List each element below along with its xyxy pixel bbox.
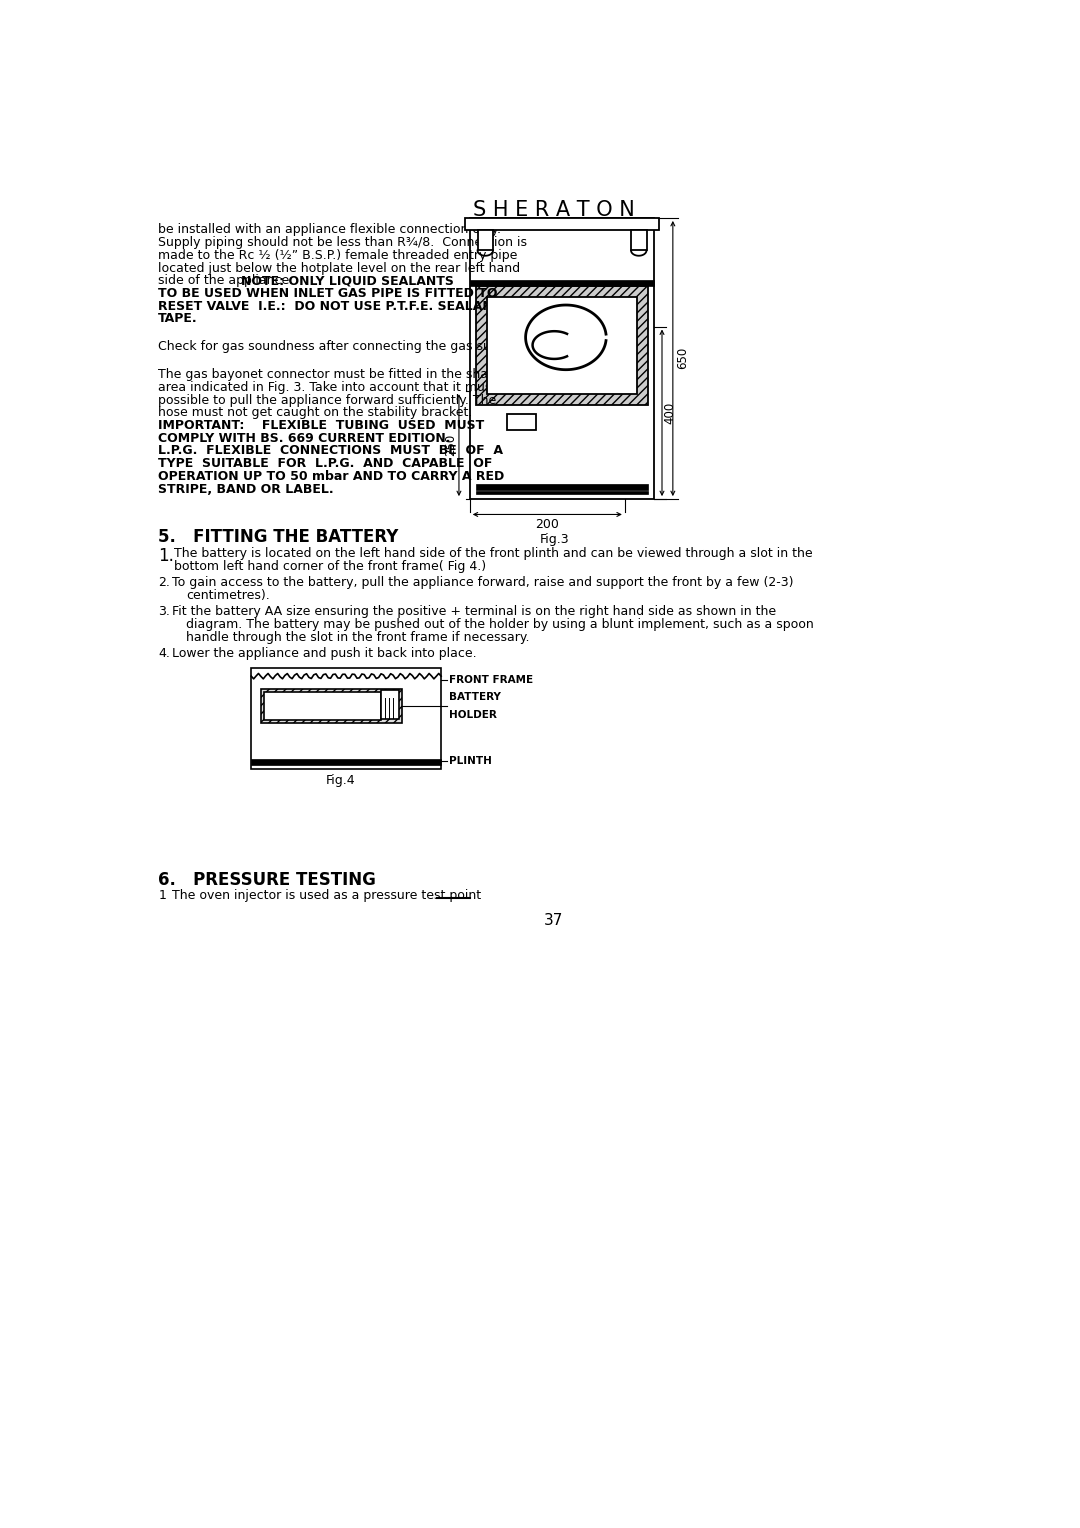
Text: COMPLY WITH BS. 669 CURRENT EDITION.: COMPLY WITH BS. 669 CURRENT EDITION. xyxy=(159,432,450,445)
Text: The battery is located on the left hand side of the front plinth and can be view: The battery is located on the left hand … xyxy=(174,547,812,559)
Text: IMPORTANT:    FLEXIBLE  TUBING  USED  MUST: IMPORTANT: FLEXIBLE TUBING USED MUST xyxy=(159,419,485,432)
Bar xyxy=(487,296,637,394)
Text: BATTERY: BATTERY xyxy=(449,692,501,703)
Bar xyxy=(264,692,381,720)
Text: hose must not get caught on the stability bracket.: hose must not get caught on the stabilit… xyxy=(159,406,473,419)
Text: STRIPE, BAND OR LABEL.: STRIPE, BAND OR LABEL. xyxy=(159,483,334,495)
Text: be installed with an appliance flexible connection only.: be installed with an appliance flexible … xyxy=(159,223,501,237)
Bar xyxy=(470,219,654,500)
Bar xyxy=(631,231,647,251)
Text: To gain access to the battery, pull the appliance forward, raise and support the: To gain access to the battery, pull the … xyxy=(172,576,794,590)
Text: area indicated in Fig. 3. Take into account that it must be: area indicated in Fig. 3. Take into acco… xyxy=(159,380,516,394)
Text: TAPE.: TAPE. xyxy=(159,312,198,325)
Bar xyxy=(465,219,659,231)
Text: 250: 250 xyxy=(444,434,458,457)
Bar xyxy=(252,759,441,764)
Bar xyxy=(476,490,648,495)
Bar xyxy=(507,414,537,429)
Text: S H E R A T O N: S H E R A T O N xyxy=(473,200,634,220)
Text: RESET VALVE  I.E.:  DO NOT USE P.T.F.E. SEALANT: RESET VALVE I.E.: DO NOT USE P.T.F.E. SE… xyxy=(159,299,501,313)
Text: 37: 37 xyxy=(544,912,563,927)
Text: diagram. The battery may be pushed out of the holder by using a blunt implement,: diagram. The battery may be pushed out o… xyxy=(186,617,814,631)
Text: 5.   FITTING THE BATTERY: 5. FITTING THE BATTERY xyxy=(159,529,399,547)
Bar xyxy=(476,484,648,490)
Text: Check for gas soundness after connecting the gas supply.: Check for gas soundness after connecting… xyxy=(159,341,519,353)
Bar xyxy=(476,286,648,405)
Bar xyxy=(252,668,441,769)
Text: The oven injector is used as a pressure test point: The oven injector is used as a pressure … xyxy=(172,889,482,903)
Text: 4.: 4. xyxy=(159,648,171,660)
Text: Fig.4: Fig.4 xyxy=(325,775,355,787)
Text: 650: 650 xyxy=(676,347,689,370)
Text: possible to pull the appliance forward sufficiently. The: possible to pull the appliance forward s… xyxy=(159,394,497,406)
Text: Supply piping should not be less than R¾/8.  Connection is: Supply piping should not be less than R¾… xyxy=(159,237,527,249)
Text: The gas bayonet connector must be fitted in the shaded: The gas bayonet connector must be fitted… xyxy=(159,368,512,382)
Bar xyxy=(381,691,399,718)
Text: 2.: 2. xyxy=(159,576,171,590)
Text: TO BE USED WHEN INLET GAS PIPE IS FITTED TO: TO BE USED WHEN INLET GAS PIPE IS FITTED… xyxy=(159,287,498,299)
Text: located just below the hotplate level on the rear left hand: located just below the hotplate level on… xyxy=(159,261,521,275)
Text: FRONT FRAME: FRONT FRAME xyxy=(449,675,534,685)
Text: 6.   PRESSURE TESTING: 6. PRESSURE TESTING xyxy=(159,871,376,889)
Text: Lower the appliance and push it back into place.: Lower the appliance and push it back int… xyxy=(172,648,477,660)
Text: NOTE: ONLY LIQUID SEALANTS: NOTE: ONLY LIQUID SEALANTS xyxy=(241,274,454,287)
Text: PLINTH: PLINTH xyxy=(449,756,491,766)
Text: side of the appliance.: side of the appliance. xyxy=(159,274,301,287)
Text: TYPE  SUITABLE  FOR  L.P.G.  AND  CAPABLE  OF: TYPE SUITABLE FOR L.P.G. AND CAPABLE OF xyxy=(159,457,492,471)
Bar xyxy=(470,280,654,286)
Text: L.P.G.  FLEXIBLE  CONNECTIONS  MUST  BE  OF  A: L.P.G. FLEXIBLE CONNECTIONS MUST BE OF A xyxy=(159,445,503,457)
Text: 1.: 1. xyxy=(159,547,174,565)
Bar xyxy=(477,231,494,251)
Text: made to the Rc ½ (½” B.S.P.) female threaded entry pipe: made to the Rc ½ (½” B.S.P.) female thre… xyxy=(159,249,517,261)
Text: HOLDER: HOLDER xyxy=(449,711,497,720)
Text: 3.: 3. xyxy=(159,605,171,619)
Bar xyxy=(260,689,402,723)
Text: handle through the slot in the front frame if necessary.: handle through the slot in the front fra… xyxy=(186,631,529,643)
Text: 400: 400 xyxy=(663,402,676,423)
Text: centimetres).: centimetres). xyxy=(186,588,270,602)
Text: BATTERY: BATTERY xyxy=(291,703,342,714)
Text: Fit the battery AA size ensuring the positive + terminal is on the right hand si: Fit the battery AA size ensuring the pos… xyxy=(172,605,777,619)
Text: 1: 1 xyxy=(159,889,166,903)
Text: OPERATION UP TO 50 mbar AND TO CARRY A RED: OPERATION UP TO 50 mbar AND TO CARRY A R… xyxy=(159,471,504,483)
Text: Fig.3: Fig.3 xyxy=(540,533,569,545)
Text: 200: 200 xyxy=(536,518,559,530)
Text: bottom left hand corner of the front frame( Fig 4.): bottom left hand corner of the front fra… xyxy=(174,559,486,573)
